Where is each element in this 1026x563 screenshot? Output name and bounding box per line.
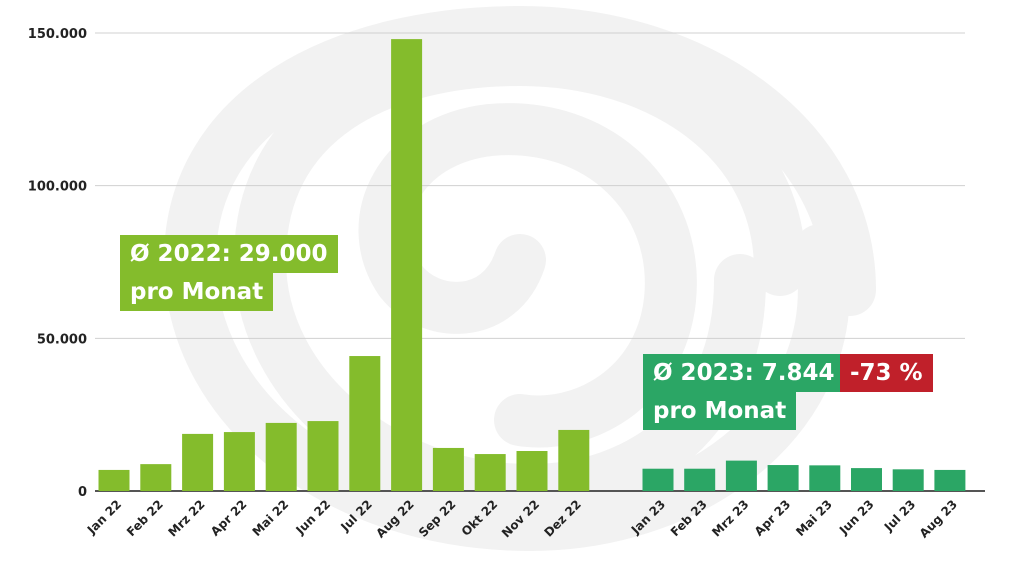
x-tick-label: Jul 23: [881, 497, 918, 534]
bar-mai-22: [265, 422, 297, 491]
bar-apr-23: [767, 465, 799, 491]
x-tick-label: Mrz 22: [165, 497, 207, 539]
bar-okt-22: [474, 454, 506, 491]
bar-jan-22: [98, 469, 130, 491]
bar-mrz-23: [725, 460, 757, 491]
x-tick-label: Apr 22: [208, 497, 249, 538]
bar-feb-22: [140, 464, 172, 491]
bar-jan-23: [642, 468, 674, 491]
x-tick-label: Jun 22: [293, 497, 334, 538]
y-tick-label: 150.000: [28, 27, 87, 42]
bar-jun-23: [851, 468, 882, 491]
avg-2023-label: Ø 2023: 7.844 pro Monat: [643, 354, 855, 430]
avg-2022-label: Ø 2022: 29.000 pro Monat: [120, 235, 348, 311]
change-badge: -73 %: [840, 354, 933, 392]
bar-sep-22: [432, 447, 464, 491]
bar-mrz-22: [182, 433, 214, 491]
bar-aug-22: [391, 39, 423, 492]
avg-2022-line1: Ø 2022: 29.000: [120, 235, 338, 273]
y-tick-label: 0: [78, 485, 87, 500]
bar-mai-23: [809, 465, 841, 491]
bar-aug-23: [934, 469, 966, 491]
x-tick-label: Aug 23: [917, 497, 960, 540]
x-tick-label: Mai 23: [793, 497, 835, 539]
bar-apr-22: [223, 432, 255, 491]
bar-dez-22: [558, 429, 590, 491]
bar-jul-23: [892, 469, 924, 491]
x-tick-label: Apr 23: [752, 497, 793, 538]
y-tick-label: 50.000: [37, 332, 87, 347]
bar-nov-22: [516, 451, 548, 491]
avg-2023-line2: pro Monat: [643, 392, 797, 430]
x-tick-label: Jan 22: [84, 497, 124, 537]
x-tick-label: Feb 22: [124, 497, 166, 539]
x-tick-label: Jun 23: [836, 497, 877, 538]
x-tick-label: Mai 22: [250, 497, 292, 539]
y-tick-label: 100.000: [28, 180, 87, 195]
avg-2023-line1: Ø 2023: 7.844: [643, 354, 845, 392]
bar-jun-22: [307, 421, 339, 491]
bar-jul-22: [349, 356, 381, 491]
avg-2022-line2: pro Monat: [120, 273, 274, 311]
bar-feb-23: [684, 468, 716, 491]
